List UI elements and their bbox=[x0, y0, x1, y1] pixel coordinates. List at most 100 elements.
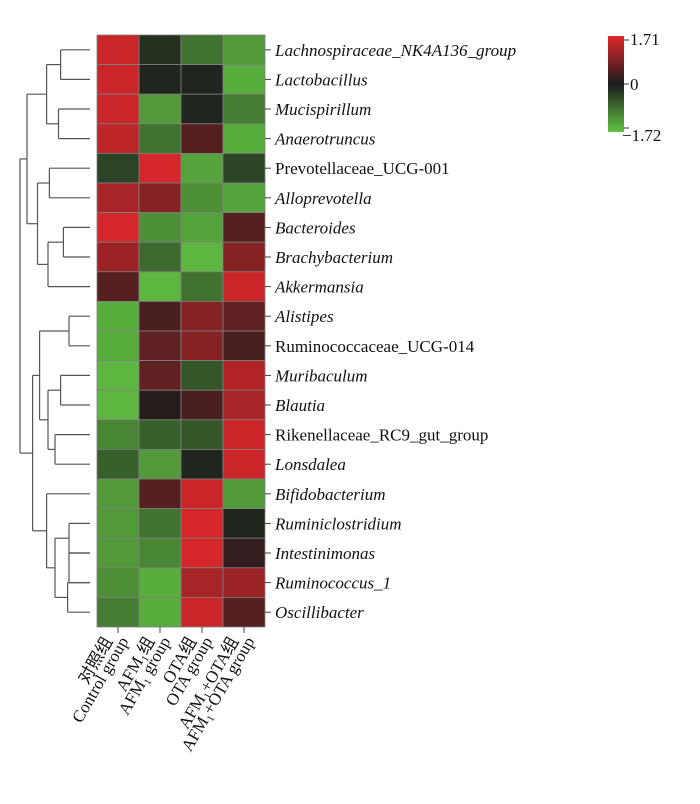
heatmap-cell bbox=[222, 508, 266, 539]
row-label: Lachnospiraceae_NK4A136_group bbox=[274, 41, 516, 60]
row-label: Blautia bbox=[275, 396, 325, 415]
heatmap-cell bbox=[222, 182, 266, 214]
heatmap-cell bbox=[180, 271, 224, 302]
row-label: Muribaculum bbox=[274, 366, 368, 385]
row-label: Mucispirillum bbox=[274, 100, 371, 119]
row-label: Anaerotruncus bbox=[274, 130, 376, 149]
heatmap-cell bbox=[180, 152, 224, 184]
heatmap-cell bbox=[138, 567, 182, 598]
heatmap-cell bbox=[138, 448, 182, 480]
heatmap-cell bbox=[222, 241, 266, 273]
heatmap-cell bbox=[96, 448, 140, 480]
heatmap-cell bbox=[222, 64, 266, 95]
heatmap-cell bbox=[180, 34, 224, 66]
row-label: Prevotellaceae_UCG-001 bbox=[275, 159, 450, 178]
heatmap-cell bbox=[138, 34, 182, 66]
heatmap-cell bbox=[96, 152, 140, 184]
heatmap-cell bbox=[96, 508, 140, 539]
heatmap-cell bbox=[96, 271, 140, 302]
heatmap-cell bbox=[96, 360, 140, 391]
heatmap-cell bbox=[138, 212, 182, 243]
heatmap-cell bbox=[180, 64, 224, 95]
row-label: Lonsdalea bbox=[274, 455, 346, 474]
heatmap-cell bbox=[138, 389, 182, 421]
heatmap-cell bbox=[96, 241, 140, 273]
heatmap-cell bbox=[180, 419, 224, 450]
heatmap-cell bbox=[180, 330, 224, 362]
heatmap-cell bbox=[138, 182, 182, 214]
heatmap-cell bbox=[180, 567, 224, 598]
row-label: Alistipes bbox=[274, 307, 334, 326]
heatmap-cell bbox=[138, 93, 182, 125]
scale-max-label: 1.71 bbox=[630, 30, 660, 49]
row-labels: Lachnospiraceae_NK4A136_group Lactobacill… bbox=[265, 41, 516, 622]
heatmap-cell bbox=[96, 478, 140, 510]
heatmap-cell bbox=[138, 419, 182, 450]
heatmap-cell bbox=[222, 537, 266, 569]
row-label: Brachybacterium bbox=[275, 248, 393, 267]
heatmap-cell bbox=[180, 241, 224, 273]
heatmap-cell bbox=[222, 300, 266, 332]
row-dendrogram bbox=[19, 49, 90, 613]
heatmap-cell bbox=[96, 182, 140, 214]
heatmap-cell bbox=[180, 182, 224, 214]
color-scale-legend: 1.71 0 −1.72 bbox=[608, 30, 661, 145]
heatmap-cell bbox=[180, 93, 224, 125]
heatmap-cell bbox=[222, 330, 266, 362]
heatmap-cell bbox=[96, 64, 140, 95]
row-label: Ruminococcaceae_UCG-014 bbox=[275, 337, 475, 356]
heatmap-cell bbox=[96, 597, 140, 628]
heatmap-cell bbox=[222, 448, 266, 480]
heatmap-cell bbox=[138, 330, 182, 362]
heatmap-cell bbox=[96, 123, 140, 154]
heatmap-cell bbox=[222, 93, 266, 125]
heatmap-cell bbox=[96, 389, 140, 421]
heatmap-cell bbox=[222, 212, 266, 243]
heatmap-cell bbox=[138, 152, 182, 184]
heatmap-cell bbox=[180, 389, 224, 421]
heatmap-cell bbox=[96, 537, 140, 569]
heatmap-cell bbox=[138, 508, 182, 539]
heatmap-cell bbox=[222, 597, 266, 628]
heatmap-cell bbox=[96, 34, 140, 66]
heatmap-cell bbox=[96, 93, 140, 125]
heatmap-cell bbox=[138, 271, 182, 302]
heatmap-cell bbox=[222, 152, 266, 184]
color-scale-bar bbox=[608, 36, 624, 132]
scale-min-label: −1.72 bbox=[622, 126, 661, 145]
row-label: Ruminococcus_1 bbox=[274, 574, 391, 593]
row-label: Alloprevotella bbox=[274, 189, 372, 208]
heatmap-cell bbox=[138, 597, 182, 628]
heatmap-cell bbox=[180, 478, 224, 510]
heatmap-cell bbox=[96, 212, 140, 243]
heatmap-cell bbox=[222, 34, 266, 66]
heatmap-cell bbox=[180, 360, 224, 391]
row-label: Intestinimonas bbox=[274, 544, 375, 563]
row-label: Ruminiclostridium bbox=[274, 514, 402, 533]
heatmap-cell bbox=[96, 567, 140, 598]
scale-mid-label: 0 bbox=[630, 75, 639, 94]
row-label: Rikenellaceae_RC9_gut_group bbox=[275, 426, 488, 445]
row-label: Lactobacillus bbox=[274, 70, 368, 89]
heatmap-cell bbox=[96, 419, 140, 450]
heatmap-cell bbox=[138, 241, 182, 273]
heatmap-cell bbox=[222, 360, 266, 391]
row-label: Oscillibacter bbox=[275, 603, 364, 622]
heatmap-cell bbox=[138, 300, 182, 332]
heatmap-cells bbox=[96, 34, 266, 628]
heatmap-cell bbox=[180, 212, 224, 243]
heatmap-cell bbox=[222, 271, 266, 302]
heatmap-cell bbox=[180, 123, 224, 154]
heatmap-cell bbox=[222, 567, 266, 598]
heatmap-cell bbox=[138, 478, 182, 510]
heatmap-cell bbox=[222, 478, 266, 510]
row-label: Bifidobacterium bbox=[275, 485, 385, 504]
row-label: Bacteroides bbox=[275, 218, 356, 237]
heatmap-cell bbox=[222, 123, 266, 154]
heatmap-cell bbox=[180, 300, 224, 332]
heatmap-cell bbox=[96, 330, 140, 362]
heatmap-cell bbox=[180, 537, 224, 569]
heatmap-cell bbox=[180, 448, 224, 480]
